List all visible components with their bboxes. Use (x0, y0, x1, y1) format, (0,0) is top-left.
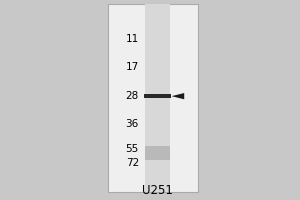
Text: 36: 36 (126, 119, 139, 129)
Bar (145, 146, 170, 160)
Text: 55: 55 (126, 144, 139, 154)
Text: 11: 11 (126, 34, 139, 44)
Bar (145, 4, 170, 192)
Text: 17: 17 (126, 62, 139, 72)
Bar (144, 94, 171, 98)
Bar (108, 4, 198, 192)
Polygon shape (172, 93, 184, 99)
Text: 28: 28 (126, 91, 139, 101)
Text: 72: 72 (126, 158, 139, 168)
Text: U251: U251 (142, 184, 173, 197)
